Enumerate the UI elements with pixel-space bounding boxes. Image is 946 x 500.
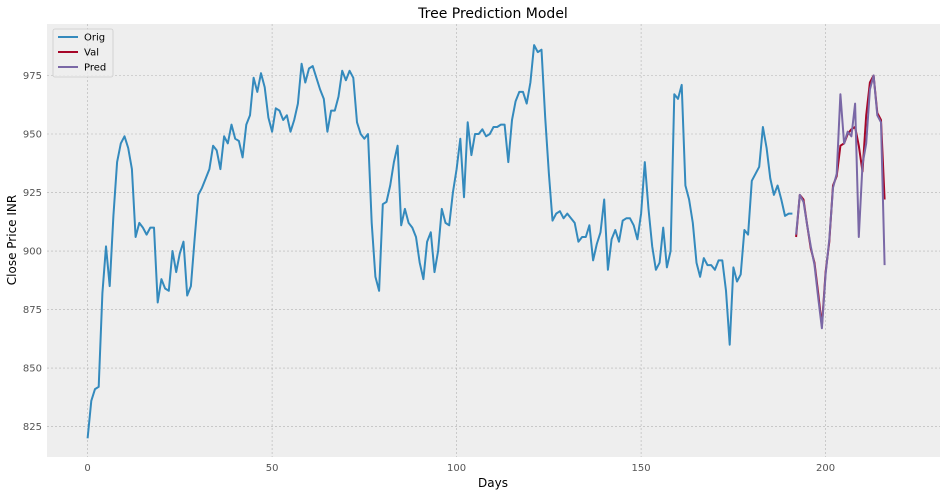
- series-line-orig: [86, 44, 793, 439]
- x-tick-label: 150: [632, 463, 651, 474]
- y-tick-labels: 825 850 875 900 925 950 975: [23, 71, 42, 433]
- series-group: [86, 44, 886, 439]
- y-tick-label: 900: [23, 247, 42, 258]
- x-tick-label: 100: [447, 463, 466, 474]
- legend-label: Pred: [84, 63, 106, 74]
- legend-box: [52, 28, 114, 78]
- y-tick-label: 950: [23, 130, 42, 141]
- legend: Orig Val Pred: [52, 28, 114, 78]
- x-tick-label: 50: [266, 463, 279, 474]
- y-tick-label: 825: [23, 422, 42, 433]
- grid-lines: [47, 24, 940, 457]
- chart-title: Tree Prediction Model: [417, 6, 568, 22]
- legend-label: Orig: [84, 33, 105, 44]
- x-tick-label: 200: [816, 463, 835, 474]
- legend-label: Val: [84, 48, 99, 59]
- series-line-pred: [795, 74, 886, 330]
- y-tick-label: 875: [23, 305, 42, 316]
- y-tick-label: 850: [23, 364, 42, 375]
- y-tick-label: 925: [23, 188, 42, 199]
- x-tick-label: 0: [84, 463, 90, 474]
- plot-area: [47, 24, 940, 457]
- y-tick-label: 975: [23, 71, 42, 82]
- x-tick-labels: 0 50 100 150 200: [84, 463, 835, 474]
- x-axis-label: Days: [478, 476, 508, 490]
- y-axis-label: Close Price INR: [5, 195, 19, 285]
